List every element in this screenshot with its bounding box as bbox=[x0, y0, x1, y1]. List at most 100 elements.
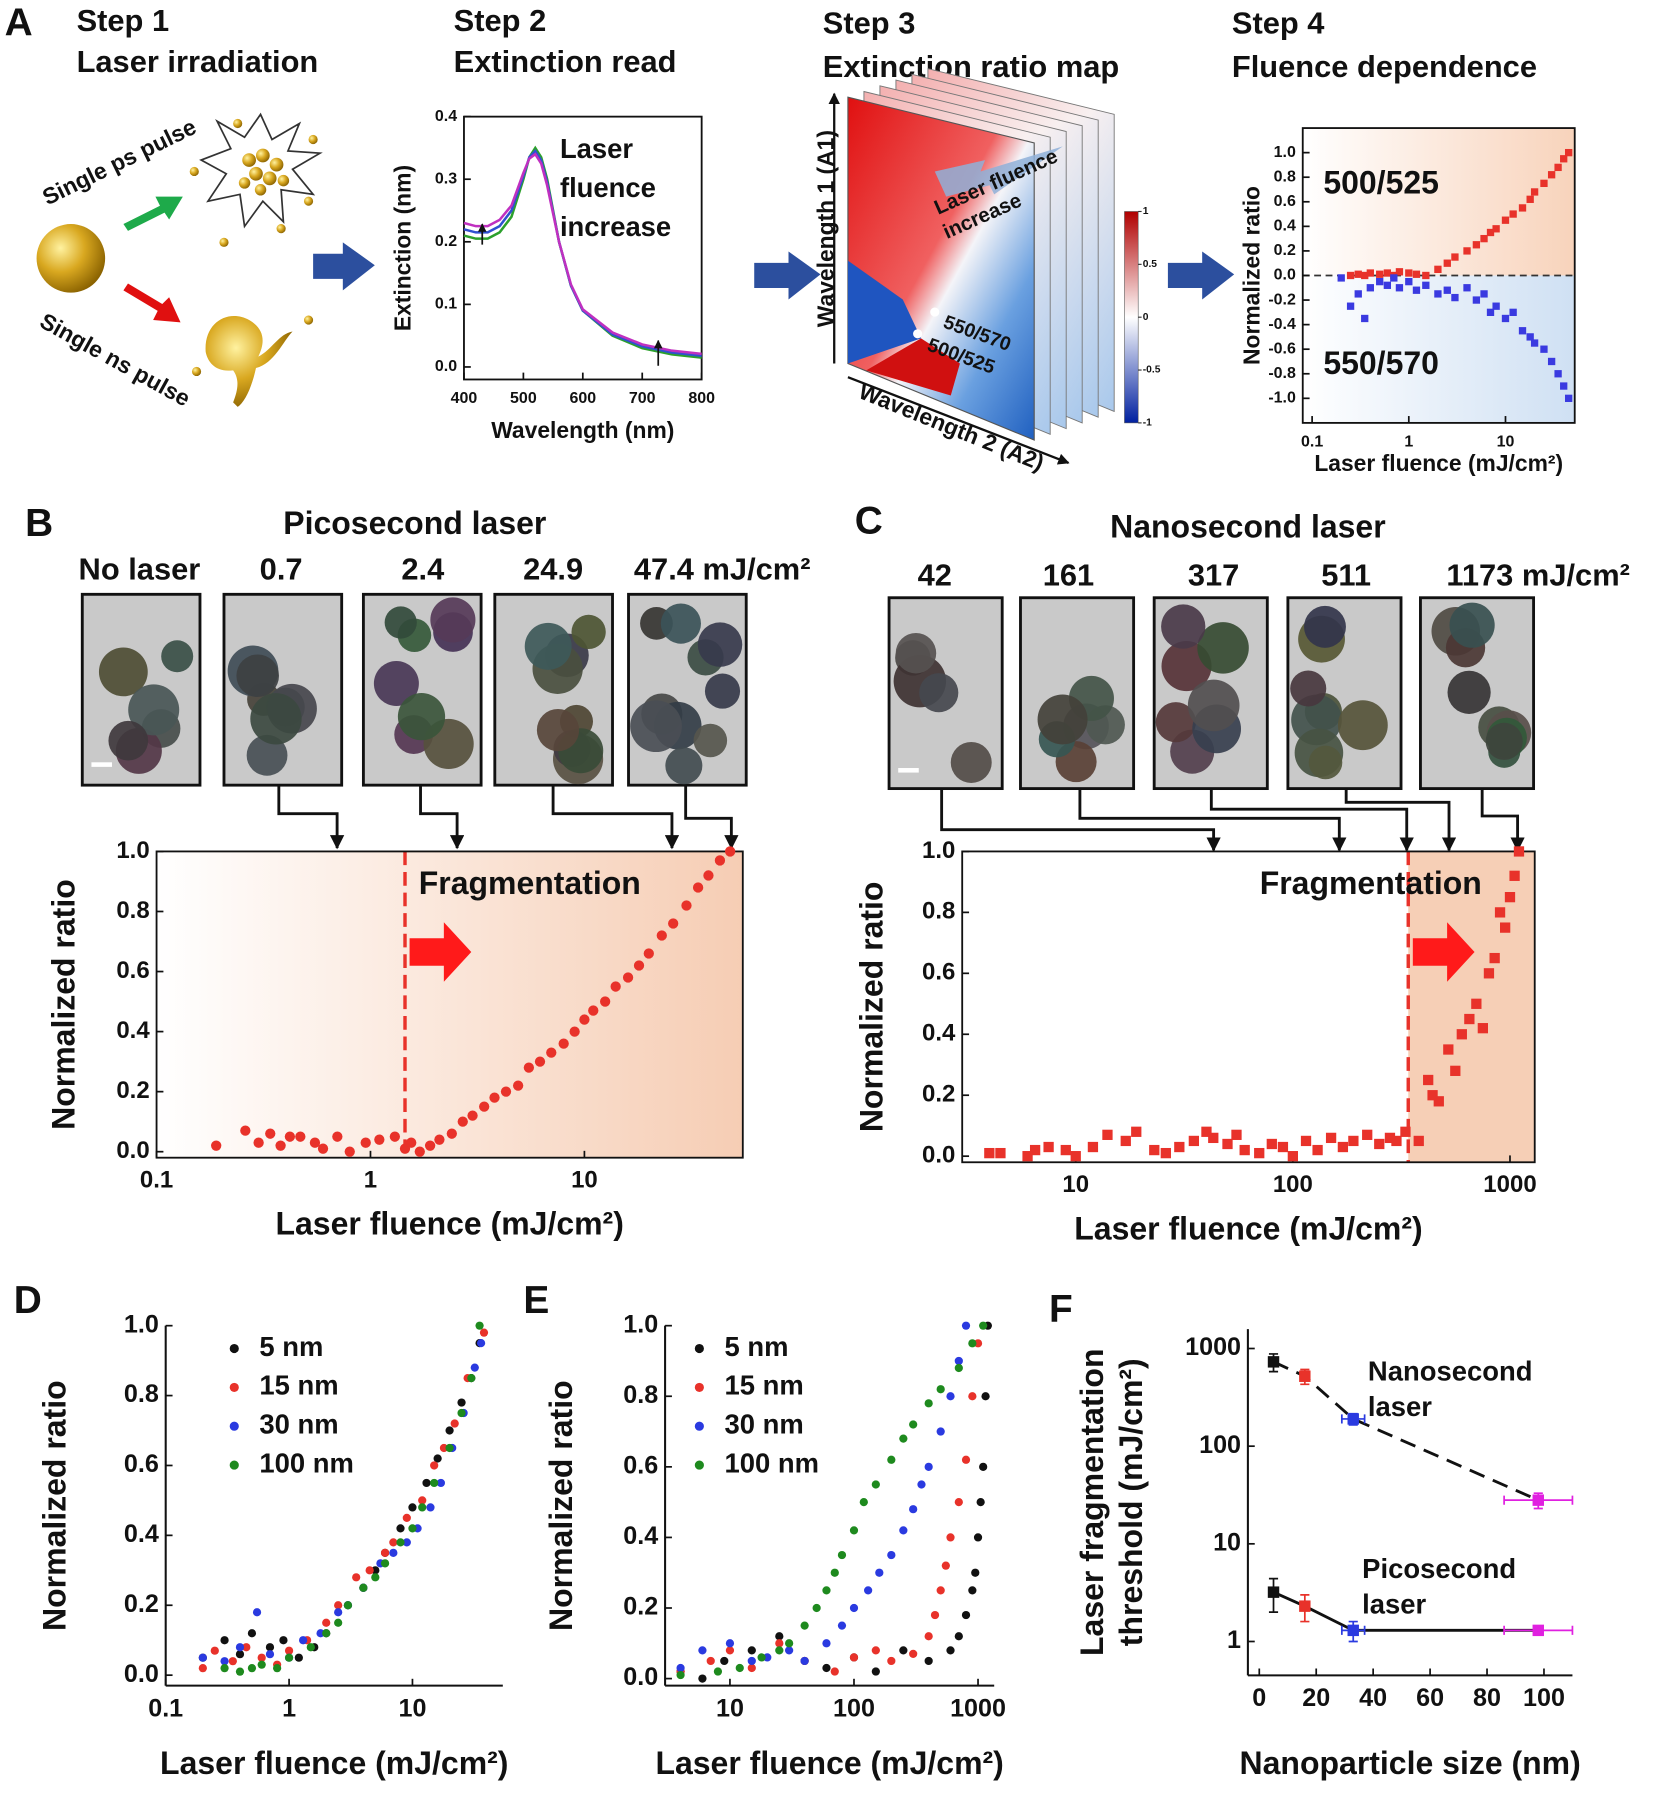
data-point bbox=[1395, 268, 1404, 276]
data-point bbox=[558, 1038, 569, 1049]
data-point bbox=[479, 1328, 489, 1337]
data-point bbox=[747, 1663, 756, 1673]
step-subtitle: Extinction read bbox=[454, 44, 677, 79]
data-point bbox=[284, 1653, 294, 1662]
y-tick-label: 1.0 bbox=[1274, 144, 1296, 161]
panel-label: F bbox=[1049, 1288, 1073, 1331]
map-red-region bbox=[866, 338, 960, 396]
data-point bbox=[1383, 269, 1392, 277]
data-point bbox=[228, 1657, 237, 1666]
annotation: fluence bbox=[560, 172, 656, 203]
data-point bbox=[322, 1618, 331, 1627]
x-tick-label: 1 bbox=[364, 1166, 377, 1193]
data-point bbox=[450, 1419, 459, 1428]
x-tick-label: 0.1 bbox=[140, 1166, 173, 1193]
data-point bbox=[257, 1660, 266, 1669]
data-point bbox=[1532, 1494, 1544, 1506]
data-point bbox=[334, 1618, 343, 1627]
legend-label: 30 nm bbox=[259, 1408, 338, 1439]
data-point bbox=[1287, 1151, 1299, 1162]
x-tick-label: 500 bbox=[510, 390, 537, 407]
data-point bbox=[946, 1646, 955, 1655]
y-axis-title: Normalized ratio bbox=[37, 1380, 73, 1631]
data-point bbox=[252, 1608, 262, 1617]
y-tick-label: 1.0 bbox=[124, 1310, 159, 1338]
data-point bbox=[1405, 277, 1413, 286]
data-point bbox=[747, 1656, 756, 1666]
data-point bbox=[247, 1664, 257, 1673]
data-point bbox=[1254, 1147, 1265, 1159]
data-point bbox=[402, 1513, 411, 1523]
data-point bbox=[909, 1420, 918, 1429]
data-point bbox=[924, 1399, 933, 1408]
data-point bbox=[1188, 1135, 1200, 1147]
data-point bbox=[1433, 1096, 1444, 1107]
data-point bbox=[871, 1480, 880, 1489]
data-point bbox=[1312, 1144, 1323, 1156]
data-point bbox=[1472, 241, 1481, 249]
pointer-arrow bbox=[1480, 788, 1525, 852]
data-point bbox=[924, 1656, 933, 1666]
y-tick-label: 0.8 bbox=[1274, 168, 1296, 185]
data-point bbox=[643, 948, 654, 959]
data-point bbox=[389, 1548, 398, 1557]
data-point bbox=[334, 1608, 343, 1617]
data-point bbox=[1494, 907, 1506, 918]
data-point bbox=[396, 1524, 405, 1533]
y-tick-label: 0.8 bbox=[623, 1381, 658, 1409]
y-axis-title: Extinction (nm) bbox=[390, 165, 416, 331]
data-point bbox=[917, 1480, 926, 1489]
data-point bbox=[1299, 1370, 1311, 1382]
data-point bbox=[235, 1650, 245, 1659]
legend-marker bbox=[694, 1421, 704, 1431]
data-point bbox=[622, 972, 634, 983]
y-tick-label: 0.2 bbox=[124, 1590, 159, 1618]
panel-label: A bbox=[5, 1, 33, 44]
data-point bbox=[470, 1363, 479, 1372]
data-point bbox=[714, 855, 726, 866]
data-point bbox=[1450, 1065, 1461, 1076]
data-point bbox=[941, 1561, 950, 1570]
data-point bbox=[1354, 270, 1362, 278]
data-point bbox=[757, 1653, 766, 1662]
data-point bbox=[1348, 1135, 1359, 1147]
data-point bbox=[198, 1664, 207, 1673]
data-point bbox=[849, 1526, 859, 1535]
data-point bbox=[1443, 259, 1451, 267]
data-point bbox=[995, 1147, 1006, 1159]
x-tick-label: 700 bbox=[629, 390, 656, 407]
data-point bbox=[830, 1568, 839, 1577]
data-point bbox=[981, 1392, 990, 1401]
data-point bbox=[775, 1632, 784, 1641]
data-point bbox=[220, 1636, 229, 1645]
data-point bbox=[467, 1110, 478, 1121]
data-point bbox=[273, 1664, 282, 1673]
data-point bbox=[457, 1398, 466, 1407]
x-tick-label: 100 bbox=[1523, 1684, 1565, 1712]
tem-particle bbox=[1037, 694, 1088, 745]
data-point bbox=[265, 1128, 276, 1139]
data-point bbox=[1463, 247, 1471, 255]
data-point bbox=[1434, 290, 1442, 298]
x-tick-label: 1 bbox=[282, 1694, 296, 1722]
y-tick-label: -0.4 bbox=[1268, 316, 1296, 333]
x-axis-title: Laser fluence (mJ/cm²) bbox=[160, 1745, 508, 1781]
data-point bbox=[1477, 1023, 1488, 1034]
data-point bbox=[1413, 1135, 1424, 1147]
data-point bbox=[1486, 228, 1495, 237]
legend-marker bbox=[694, 1382, 704, 1392]
step1-schematic bbox=[36, 112, 1235, 407]
data-point bbox=[968, 1586, 977, 1595]
plot-background bbox=[1302, 128, 1575, 276]
data-point bbox=[316, 1629, 325, 1638]
colorbar-tick-label: 0 bbox=[1143, 312, 1149, 323]
x-tick-label: 80 bbox=[1473, 1684, 1501, 1712]
scale-bar bbox=[898, 768, 919, 773]
data-point bbox=[713, 1667, 723, 1676]
y-tick-label: 0.6 bbox=[124, 1450, 159, 1478]
tem-particle bbox=[250, 693, 302, 745]
spectrum-line bbox=[463, 145, 702, 359]
y-tick-label: 0.8 bbox=[116, 897, 149, 924]
step1-label: Single ns pulse bbox=[36, 307, 195, 411]
data-point bbox=[936, 1427, 945, 1436]
